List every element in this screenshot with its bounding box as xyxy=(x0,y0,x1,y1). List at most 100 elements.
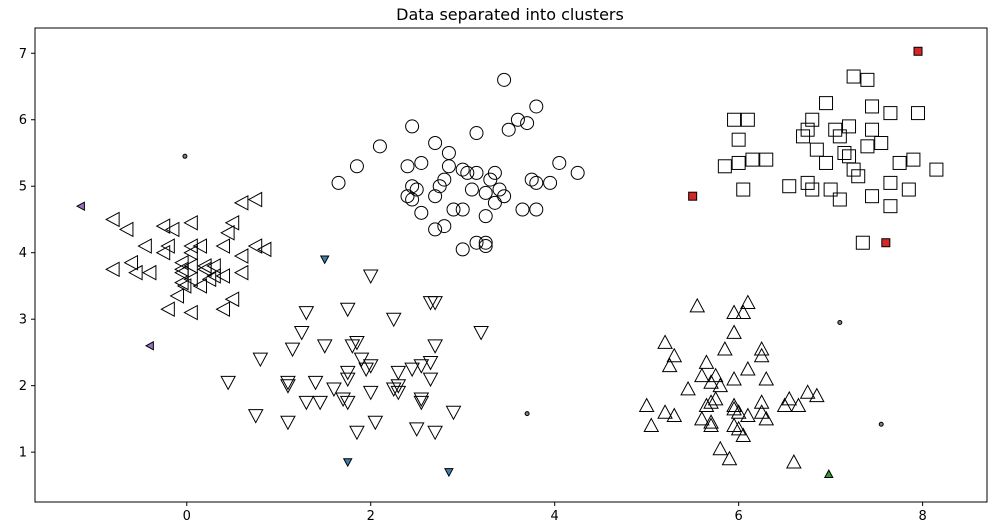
square-point xyxy=(883,106,898,121)
triangle-up-point xyxy=(703,374,719,389)
x-tick-label: 2 xyxy=(367,509,375,524)
triangle-up-point xyxy=(735,427,752,442)
circle-point xyxy=(446,202,461,217)
triangle-up-point xyxy=(799,384,816,399)
noise-point xyxy=(913,46,923,56)
triangle-left-point xyxy=(247,238,263,254)
square-point xyxy=(860,139,875,154)
triangle-up-point xyxy=(666,407,683,423)
square-point xyxy=(731,132,746,147)
triangle-down-point xyxy=(349,425,365,441)
triangle-left-point xyxy=(192,278,208,294)
triangle-down-point xyxy=(362,385,379,401)
x-tick-label: 8 xyxy=(918,509,926,524)
square-point xyxy=(731,155,746,170)
triangle-left-point xyxy=(183,214,198,231)
circle-point xyxy=(529,202,544,217)
noise-point xyxy=(319,255,330,265)
triangle-down-point xyxy=(339,372,356,388)
noise-point xyxy=(144,340,154,351)
square-point xyxy=(883,175,898,190)
circle-point xyxy=(543,175,558,190)
triangle-left-point xyxy=(197,258,212,274)
triangle-up-point xyxy=(758,410,775,426)
triangle-up-point xyxy=(643,417,660,432)
triangle-left-point xyxy=(201,271,217,288)
triangle-left-point xyxy=(137,238,152,254)
triangle-left-point xyxy=(183,304,198,321)
circle-point xyxy=(432,179,447,194)
triangle-up-point xyxy=(661,357,678,373)
triangle-down-point xyxy=(422,355,439,371)
noise-point xyxy=(837,320,843,326)
square-point xyxy=(832,192,847,207)
triangle-down-point xyxy=(349,335,365,351)
triangle-up-point xyxy=(638,397,655,413)
triangle-up-point xyxy=(740,360,756,376)
square-point xyxy=(740,112,755,127)
triangle-left-point xyxy=(174,261,189,278)
circle-point xyxy=(414,205,429,220)
triangle-up-point xyxy=(694,410,710,426)
circle-point xyxy=(414,155,429,170)
circle-point xyxy=(331,175,346,190)
circle-point xyxy=(501,122,516,137)
circle-point xyxy=(441,145,456,160)
chart-title: Data separated into clusters xyxy=(396,5,624,24)
triangle-down-point xyxy=(427,296,443,311)
noise-point xyxy=(444,468,454,478)
square-point xyxy=(842,149,857,164)
triangle-up-point xyxy=(740,294,756,310)
triangle-down-point xyxy=(280,379,296,394)
circle-point xyxy=(529,99,544,114)
y-tick-label: 7 xyxy=(19,47,27,62)
square-point xyxy=(837,145,852,160)
triangle-left-point xyxy=(206,258,221,274)
triangle-up-point xyxy=(657,334,673,349)
triangle-down-point xyxy=(335,392,351,408)
triangle-left-point xyxy=(247,191,263,208)
plot-area xyxy=(75,46,944,478)
circle-point xyxy=(400,189,415,204)
triangle-up-point xyxy=(698,397,715,413)
square-point xyxy=(745,152,760,167)
square-point xyxy=(759,152,774,167)
circle-point xyxy=(455,202,470,217)
square-point xyxy=(892,155,907,170)
circle-point xyxy=(483,172,498,187)
triangle-down-point xyxy=(298,395,315,411)
circle-point xyxy=(570,165,585,180)
triangle-left-point xyxy=(174,254,189,271)
triangle-down-point xyxy=(445,405,462,421)
square-point xyxy=(805,112,820,127)
y-tick-label: 1 xyxy=(19,446,27,461)
noise-point xyxy=(878,421,884,427)
triangle-up-point xyxy=(730,420,747,436)
square-point xyxy=(819,155,834,170)
triangle-left-point xyxy=(160,301,175,318)
triangle-down-point xyxy=(339,395,356,411)
triangle-down-point xyxy=(312,395,328,411)
triangle-up-point xyxy=(726,417,742,432)
square-point xyxy=(846,69,861,84)
circle-point xyxy=(455,162,470,177)
triangle-down-point xyxy=(427,339,443,354)
triangle-down-point xyxy=(247,409,264,424)
noise-point xyxy=(342,458,353,468)
triangle-up-point xyxy=(726,304,742,319)
square-point xyxy=(782,179,797,194)
triangle-left-point xyxy=(183,244,198,261)
triangle-down-point xyxy=(385,312,402,328)
triangle-up-point xyxy=(758,370,775,386)
triangle-up-point xyxy=(726,397,742,413)
triangle-left-point xyxy=(215,268,231,284)
triangle-up-point xyxy=(707,367,724,383)
triangle-left-point xyxy=(224,291,240,308)
triangle-left-point xyxy=(105,211,120,228)
circle-point xyxy=(428,189,443,204)
triangle-down-point xyxy=(427,425,443,441)
circle-point xyxy=(372,139,387,154)
triangle-up-point xyxy=(712,440,729,456)
triangle-up-point xyxy=(666,347,683,363)
